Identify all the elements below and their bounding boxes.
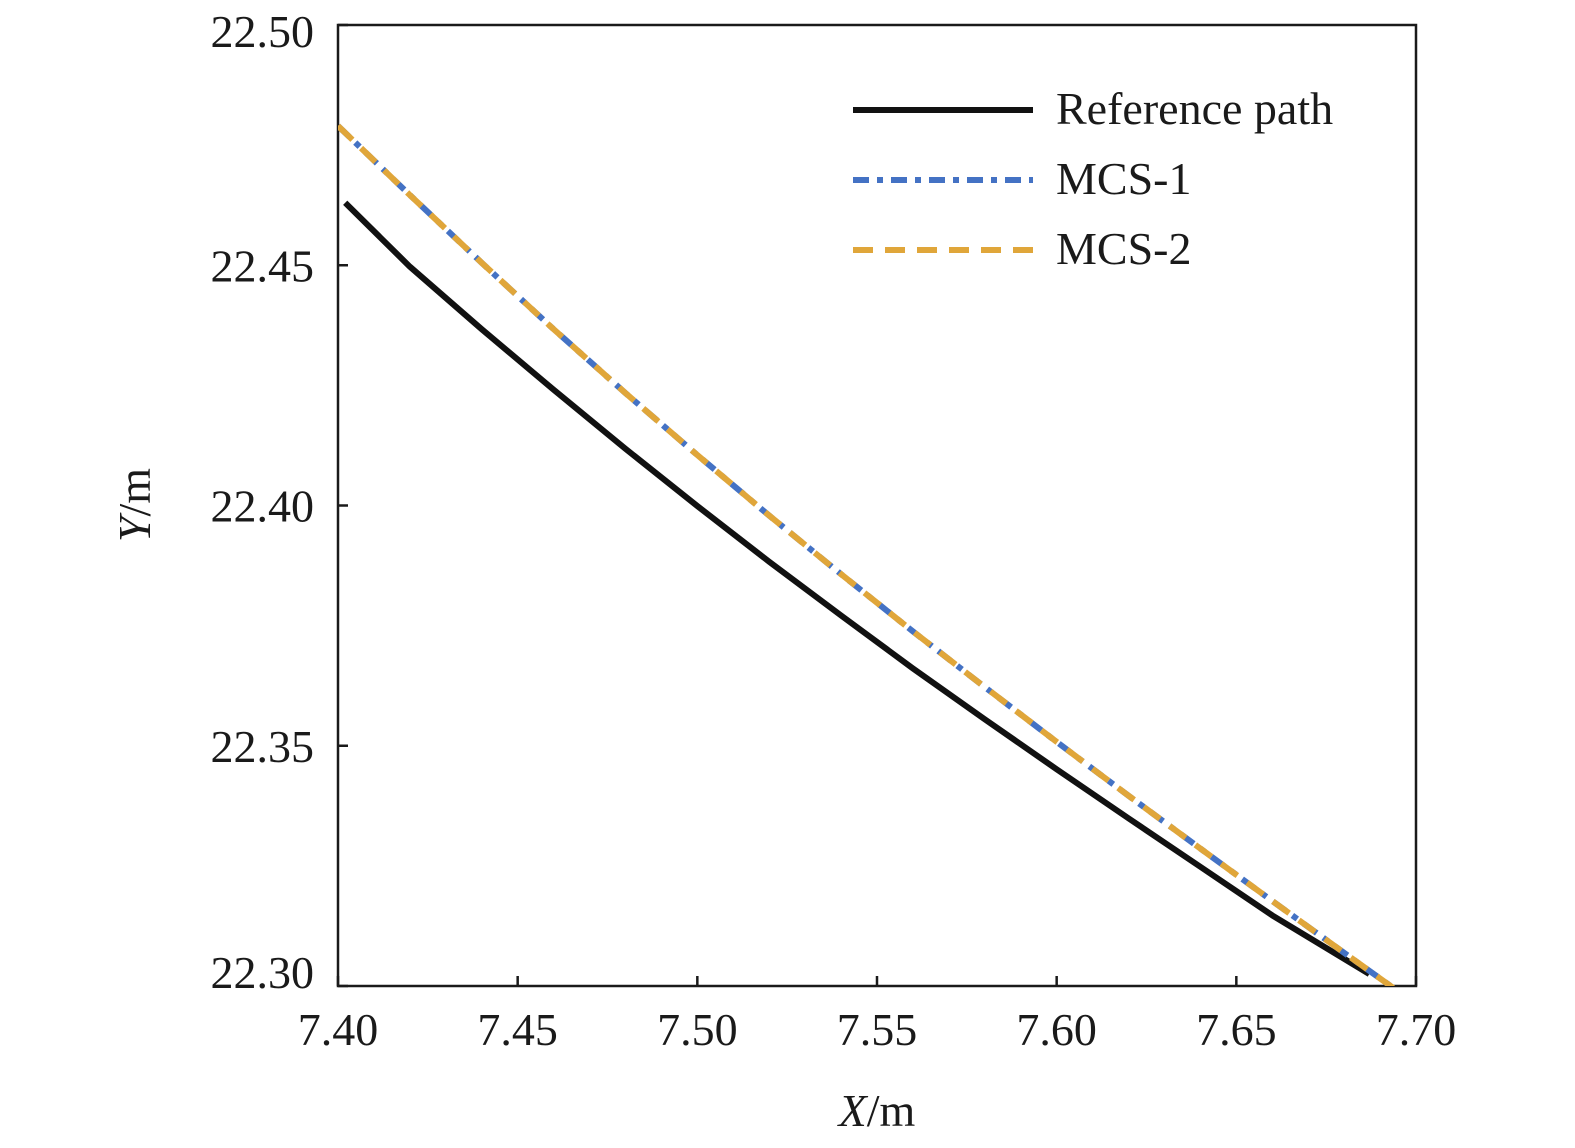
- x-axis-label: X/m: [837, 1085, 916, 1136]
- y-tick-label: 22.50: [211, 6, 315, 57]
- series-line-mcs-2: [338, 123, 1396, 986]
- series-layer: [338, 123, 1396, 986]
- x-tick-label: 7.55: [837, 1004, 918, 1055]
- plot-frame: [336, 23, 1418, 988]
- y-tick-label: 22.30: [211, 947, 315, 998]
- y-axis-ticks: 22.30 22.35 22.40 22.45 22.50: [211, 6, 348, 998]
- x-axis-ticks: 7.40 7.45 7.50 7.55 7.60 7.65 7.70: [298, 976, 1457, 1055]
- x-tick-label: 7.70: [1376, 1004, 1457, 1055]
- x-tick-label: 7.45: [477, 1004, 558, 1055]
- y-tick-label: 22.45: [211, 240, 315, 291]
- legend-label-mcs-2: MCS-2: [1056, 223, 1191, 274]
- legend-label-mcs-1: MCS-1: [1056, 153, 1191, 204]
- legend: Reference path MCS-1 MCS-2: [853, 83, 1333, 274]
- x-tick-label: 7.50: [657, 1004, 738, 1055]
- legend-label-reference-path: Reference path: [1056, 83, 1333, 134]
- series-line-mcs-1: [338, 123, 1396, 986]
- x-tick-label: 7.40: [298, 1004, 379, 1055]
- y-axis-label: Y/m: [109, 468, 160, 542]
- y-tick-label: 22.35: [211, 721, 315, 772]
- y-tick-label: 22.40: [211, 481, 315, 532]
- x-tick-label: 7.60: [1016, 1004, 1097, 1055]
- x-tick-label: 7.65: [1196, 1004, 1277, 1055]
- series-line-reference-path: [343, 200, 1371, 977]
